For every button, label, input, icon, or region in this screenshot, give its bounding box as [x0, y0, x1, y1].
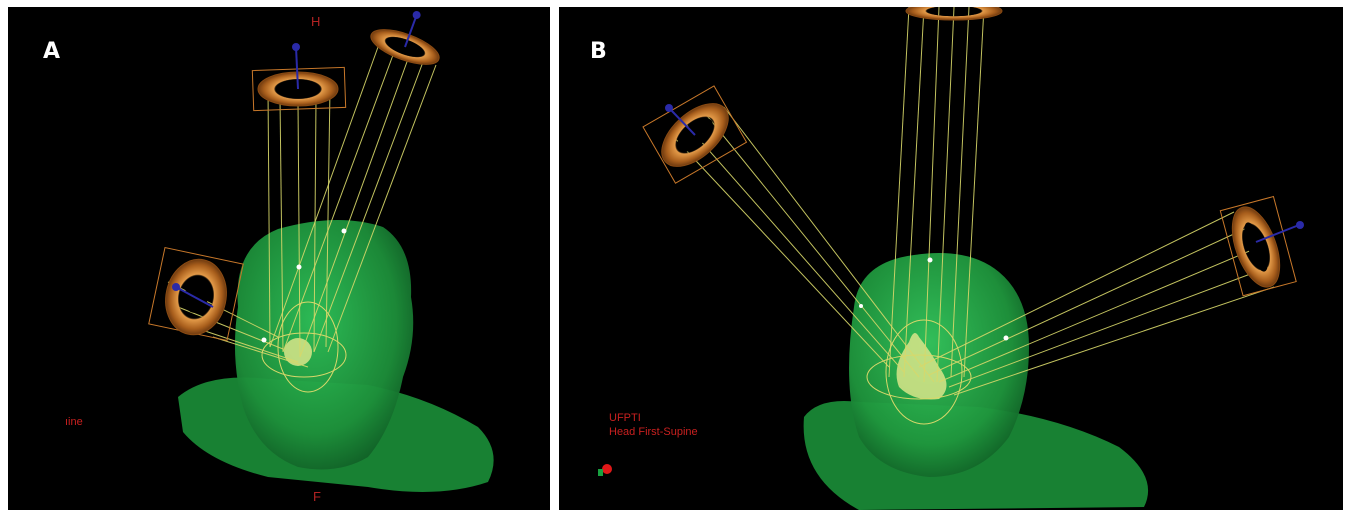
orientation-bottom-label: F [313, 489, 321, 504]
beam-lines-left [668, 106, 935, 383]
target-ring-1 [261, 332, 347, 378]
ring-applicator-top [251, 43, 347, 112]
panel-a-side-text: ıine [65, 416, 83, 428]
target-ring-1 [866, 354, 972, 400]
patient-info-line2: Head First-Supine [609, 426, 698, 438]
head-mesh [234, 219, 414, 470]
panel-b-letter: B [590, 39, 607, 64]
beam-lines-top [267, 88, 331, 358]
head-mesh [849, 253, 1029, 477]
panel-a-render [148, 11, 494, 492]
ring-applicator-top [905, 7, 1003, 21]
panel-a: A H F ıine [8, 7, 550, 510]
panel-a-letter: A [43, 39, 61, 64]
target-ring-2 [885, 319, 963, 425]
target-ring-2 [277, 301, 339, 393]
ring-applicator-upper-right [370, 11, 440, 65]
ring-applicator-upper-left [642, 85, 748, 184]
beam-lines-top [888, 7, 985, 383]
ring-applicator-right [1219, 195, 1304, 297]
panel-b-render [642, 7, 1304, 510]
ring-applicator-left [148, 246, 244, 342]
patient-info-line1: UFPTI [609, 412, 641, 424]
target-volume [284, 338, 312, 366]
beam-lines-upper [269, 46, 437, 358]
red-green-ball-icon [598, 463, 612, 477]
orientation-top-label: H [311, 14, 321, 29]
beam-lines-right [918, 211, 1275, 396]
patient-info: UFPTI Head First-Supine [609, 411, 698, 439]
panel-b: B UFPTI Head First-Supine [559, 7, 1343, 510]
